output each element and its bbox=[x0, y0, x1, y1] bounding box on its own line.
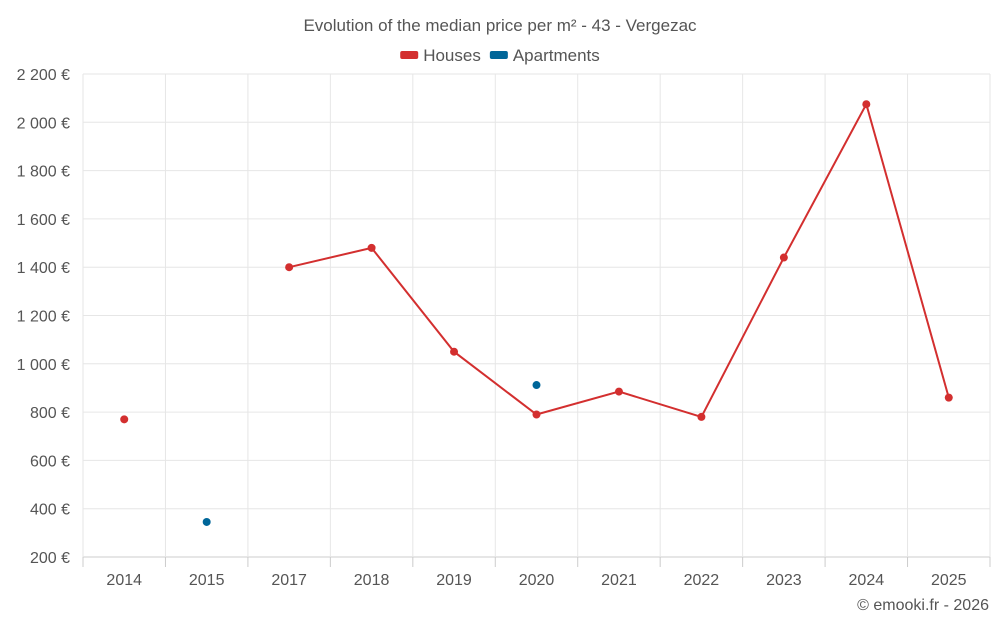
data-point[interactable] bbox=[450, 347, 459, 356]
y-tick-label: 1 600 € bbox=[17, 212, 70, 229]
y-tick-label: 1 400 € bbox=[17, 260, 70, 277]
y-tick-label: 1 800 € bbox=[17, 164, 70, 181]
x-tick-label: 2022 bbox=[684, 572, 720, 589]
data-point[interactable] bbox=[697, 412, 706, 421]
series-line bbox=[288, 101, 950, 419]
x-tick-label: 2021 bbox=[601, 572, 637, 589]
x-tick-label: 2023 bbox=[766, 572, 802, 589]
series-houses bbox=[120, 100, 953, 424]
grid-lines bbox=[82, 73, 991, 558]
y-tick-label: 200 € bbox=[30, 550, 70, 567]
data-point[interactable] bbox=[120, 415, 129, 424]
x-tick-label: 2017 bbox=[271, 572, 307, 589]
series-apartments bbox=[202, 381, 541, 526]
x-tick-label: 2018 bbox=[354, 572, 390, 589]
y-tick-label: 800 € bbox=[30, 405, 70, 422]
legend[interactable]: Houses Apartments bbox=[400, 46, 600, 65]
x-tick-label: 2025 bbox=[931, 572, 967, 589]
legend-swatch bbox=[400, 51, 419, 59]
legend-item-apartments[interactable]: Apartments bbox=[489, 46, 600, 65]
data-point[interactable] bbox=[614, 387, 623, 396]
x-tick-label: 2015 bbox=[189, 572, 225, 589]
data-point[interactable] bbox=[367, 243, 376, 252]
data-point[interactable] bbox=[779, 253, 788, 262]
legend-swatch bbox=[489, 51, 508, 59]
data-point[interactable] bbox=[532, 410, 541, 419]
y-tick-label: 400 € bbox=[30, 502, 70, 519]
x-axis: 2014 2015 2017 2018 2019 2020 2021 2022 2023 2024… bbox=[82, 557, 991, 589]
data-point[interactable] bbox=[862, 100, 871, 109]
data-point[interactable] bbox=[285, 263, 294, 272]
x-tick-label: 2024 bbox=[849, 572, 885, 589]
series-group bbox=[120, 100, 953, 526]
data-point[interactable] bbox=[944, 393, 953, 402]
x-tick-label: 2019 bbox=[436, 572, 472, 589]
y-tick-label: 600 € bbox=[30, 453, 70, 470]
legend-item-houses[interactable]: Houses bbox=[400, 46, 481, 65]
y-tick-label: 1 200 € bbox=[17, 309, 70, 326]
x-tick-label: 2014 bbox=[106, 572, 142, 589]
y-axis: 200 € 400 € 600 € 800 € 1 000 € 1 200 € 1 400 … bbox=[17, 67, 70, 567]
y-tick-label: 1 000 € bbox=[17, 357, 70, 374]
legend-label: Apartments bbox=[513, 46, 600, 65]
y-tick-label: 2 200 € bbox=[17, 67, 70, 84]
chart-title: Evolution of the median price per m² - 4… bbox=[303, 16, 697, 35]
data-point[interactable] bbox=[532, 381, 541, 390]
x-tick-label: 2020 bbox=[519, 572, 555, 589]
credit-text: © emooki.fr - 2026 bbox=[857, 597, 989, 614]
y-tick-label: 2 000 € bbox=[17, 115, 70, 132]
data-point[interactable] bbox=[202, 517, 211, 526]
legend-label: Houses bbox=[423, 46, 481, 65]
